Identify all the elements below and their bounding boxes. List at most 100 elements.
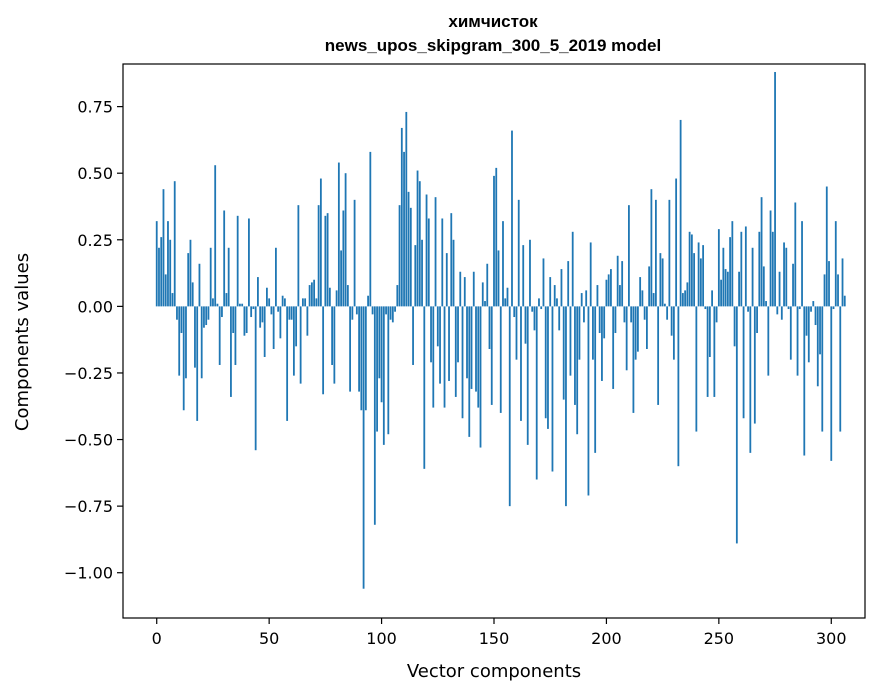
bar-127 xyxy=(441,218,444,307)
bar-110 xyxy=(403,151,405,307)
bar-281 xyxy=(787,306,790,310)
bar-233 xyxy=(679,119,682,307)
bar-23 xyxy=(207,306,210,320)
bar-236 xyxy=(686,282,689,307)
bar-70 xyxy=(313,279,316,307)
bar-33 xyxy=(230,306,232,397)
bar-21 xyxy=(203,306,205,328)
bar-237 xyxy=(688,231,691,307)
bar-155 xyxy=(504,298,507,307)
bar-89 xyxy=(355,306,358,315)
bar-181 xyxy=(562,306,565,400)
bar-284 xyxy=(794,202,797,307)
bar-168 xyxy=(533,306,536,331)
bar-74 xyxy=(322,306,325,395)
bar-14 xyxy=(187,253,190,307)
bar-160 xyxy=(515,306,518,360)
bar-169 xyxy=(535,306,538,480)
bar-88 xyxy=(353,199,356,307)
bar-208 xyxy=(623,306,626,323)
bar-30 xyxy=(223,210,226,307)
bar-203 xyxy=(612,306,615,389)
bar-28 xyxy=(218,306,221,365)
bar-137 xyxy=(463,277,466,307)
bar-244 xyxy=(704,306,707,310)
x-tick-label: 100 xyxy=(366,629,397,648)
bar-106 xyxy=(394,306,396,312)
bar-142 xyxy=(475,306,477,392)
bar-109 xyxy=(400,127,403,307)
bar-51 xyxy=(270,306,273,315)
bar-94 xyxy=(367,295,369,307)
bar-209 xyxy=(625,306,628,371)
bar-238 xyxy=(690,234,693,307)
x-axis-label: Vector components xyxy=(407,661,581,682)
bar-44 xyxy=(254,306,257,451)
bar-60 xyxy=(290,306,293,320)
bar-218 xyxy=(646,306,648,349)
bar-20 xyxy=(200,306,203,379)
x-axis-ticks: 0 50 100 150 200 250 300 xyxy=(152,618,847,648)
bar-24 xyxy=(209,247,212,307)
bar-191 xyxy=(585,290,588,307)
bar-228 xyxy=(668,199,671,307)
bar-54 xyxy=(277,306,280,312)
bar-295 xyxy=(819,306,821,355)
bar-5 xyxy=(167,221,169,307)
bar-280 xyxy=(785,247,788,307)
bar-231 xyxy=(675,178,678,307)
bar-193 xyxy=(589,242,592,307)
bar-18 xyxy=(196,306,199,421)
bar-217 xyxy=(643,306,646,320)
bar-251 xyxy=(720,279,722,307)
bar-78 xyxy=(331,306,334,365)
bar-277 xyxy=(778,271,781,307)
bar-177 xyxy=(553,285,556,307)
bar-135 xyxy=(459,271,462,307)
bar-100 xyxy=(380,306,383,403)
bar-154 xyxy=(502,221,504,307)
bar-279 xyxy=(783,242,785,307)
bar-175 xyxy=(549,277,552,307)
bar-3 xyxy=(162,189,165,307)
x-tick-label: 200 xyxy=(591,629,622,648)
bar-4 xyxy=(164,274,167,307)
bar-245 xyxy=(706,306,709,397)
bar-56 xyxy=(281,295,284,307)
y-tick-label: 0.00 xyxy=(77,297,113,316)
bar-61 xyxy=(292,306,295,376)
bar-274 xyxy=(771,231,774,307)
bar-148 xyxy=(488,306,491,349)
bar-82 xyxy=(340,250,342,307)
bar-269 xyxy=(760,197,763,307)
bar-242 xyxy=(699,258,702,307)
bar-298 xyxy=(825,186,828,307)
bar-102 xyxy=(385,306,387,315)
bar-194 xyxy=(592,306,594,360)
bar-131 xyxy=(450,213,453,307)
bar-264 xyxy=(749,306,752,453)
bar-240 xyxy=(695,306,698,432)
bar-9 xyxy=(176,306,178,320)
bar-201 xyxy=(607,274,610,307)
bar-72 xyxy=(317,205,320,307)
bar-79 xyxy=(333,306,336,384)
bar-8 xyxy=(173,181,176,307)
bar-292 xyxy=(812,301,815,307)
bar-207 xyxy=(621,261,624,307)
bar-287 xyxy=(801,221,803,307)
bar-147 xyxy=(486,263,489,307)
bar-92 xyxy=(362,306,365,589)
bar-75 xyxy=(324,215,327,307)
bar-101 xyxy=(382,306,385,445)
bar-214 xyxy=(637,306,639,352)
bar-220 xyxy=(650,189,653,307)
bar-85 xyxy=(346,285,349,307)
bar-95 xyxy=(369,151,372,307)
bar-99 xyxy=(378,306,381,379)
bar-288 xyxy=(803,306,806,456)
bar-293 xyxy=(814,306,817,326)
bar-105 xyxy=(391,306,394,323)
bar-66 xyxy=(304,298,307,307)
